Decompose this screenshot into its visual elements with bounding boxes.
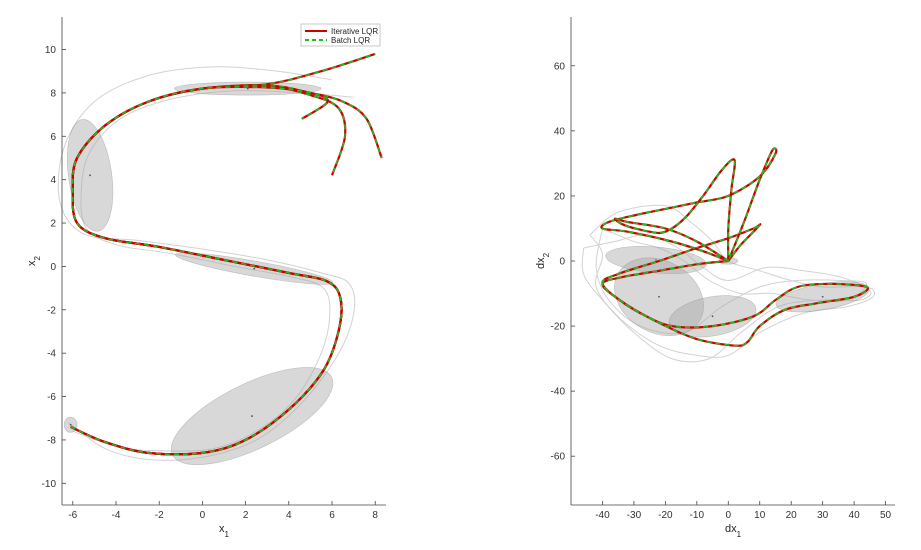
right-x-tick-label: -40 (595, 510, 610, 521)
left-gaussian-center (251, 415, 253, 417)
right-y-tick-label: 20 (554, 191, 566, 202)
right-demonstration-line (581, 234, 872, 363)
right-demonstration-line (589, 204, 876, 358)
left-x-tick-label: 2 (243, 510, 249, 521)
right-axes: -40 -30 -20 -10 0 10 20 30 40 50 -60 -40 -20 0 20 40 60 (551, 17, 895, 521)
left-y-tick-label: 4 (50, 175, 56, 186)
left-y-tick-label: 2 (50, 219, 56, 230)
left-y-tick-label: -4 (47, 349, 56, 360)
left-gaussian-center (69, 423, 72, 426)
left-demonstrations (57, 66, 356, 461)
left-x-tick-label: 4 (286, 510, 292, 521)
left-y-tick-label: -6 (47, 392, 56, 403)
right-series (600, 147, 869, 347)
left-x-axis-label: x1 (219, 523, 230, 539)
left-y-axis-label: x2 (26, 255, 42, 266)
right-gaussian-center (655, 259, 657, 261)
legend-label-batch-lqr: Batch LQR (331, 36, 370, 45)
right-x-tick-label: -30 (627, 510, 642, 521)
left-gaussian-center (246, 87, 249, 90)
left-y-tick-label: 6 (50, 132, 56, 143)
legend-label-iterative-lqr: Iterative LQR (331, 27, 378, 36)
right-x-axis-label: dx1 (725, 523, 742, 539)
left-gaussian-center (253, 267, 256, 270)
right-series-batch-lqr (601, 223, 869, 347)
right-y-tick-label: 60 (554, 61, 566, 72)
left-x-tick-label: -2 (155, 510, 164, 521)
right-y-axis-label: dx2 (535, 252, 551, 269)
left-series (70, 52, 383, 456)
legend: Iterative LQR Batch LQR (300, 23, 381, 47)
right-y-tick-label: 40 (554, 126, 566, 137)
right-x-tick-label: 20 (786, 510, 798, 521)
left-y-tick-label: -2 (47, 305, 56, 316)
right-x-tick-label: -20 (658, 510, 673, 521)
left-demonstration-line (72, 89, 354, 452)
right-x-tick-label: 50 (880, 510, 892, 521)
right-demonstrations (581, 204, 876, 363)
right-plot: -40 -30 -20 -10 0 10 20 30 40 50-60-40-200204060 … (535, 17, 895, 539)
left-y-tick-label: 0 (50, 262, 56, 273)
left-series-batch-lqr (70, 86, 343, 456)
left-axes: -6 -4 -2 0 2 4 6 8 -10 -8 -6 -4 -2 0 2 4 6 8 10 (42, 17, 386, 521)
right-x-tick-label: 40 (849, 510, 861, 521)
left-y-tick-label: -10 (42, 479, 57, 490)
right-y-tick-label: -40 (551, 387, 566, 398)
right-x-tick-label: 30 (817, 510, 829, 521)
right-y-tick-label: 0 (559, 257, 565, 268)
right-series-batch-lqr (614, 158, 736, 262)
left-y-tick-label: -8 (47, 435, 56, 446)
left-demonstration-line (57, 66, 356, 461)
right-gaussian-center (711, 315, 714, 318)
right-demonstration-line (595, 228, 868, 335)
left-y-tick-label: 8 (50, 88, 56, 99)
right-y-tick-label: -20 (551, 322, 566, 333)
right-y-tick-label: -60 (551, 452, 566, 463)
left-x-tick-label: 6 (329, 510, 335, 521)
left-x-tick-label: 0 (200, 510, 206, 521)
left-plot: -6 -4 -2 0 2 4 6 8 -10 -8 -6 -4 -2 0 2 4 6 8 10 x1 x2 Iter… (26, 17, 386, 539)
right-gaussian-center (821, 295, 824, 298)
left-y-tick-label: 10 (45, 45, 57, 56)
left-x-tick-label: 8 (372, 510, 378, 521)
right-series-batch-lqr (600, 147, 778, 262)
left-gaussian-center (89, 174, 91, 177)
right-x-tick-label: -10 (690, 510, 705, 521)
left-x-tick-label: -6 (68, 510, 77, 521)
right-gaussian-center (658, 295, 660, 298)
left-x-tick-label: -4 (112, 510, 121, 521)
left-gaussians (63, 81, 334, 465)
right-x-tick-label: 10 (754, 510, 766, 521)
right-x-tick-label: 0 (726, 510, 732, 521)
